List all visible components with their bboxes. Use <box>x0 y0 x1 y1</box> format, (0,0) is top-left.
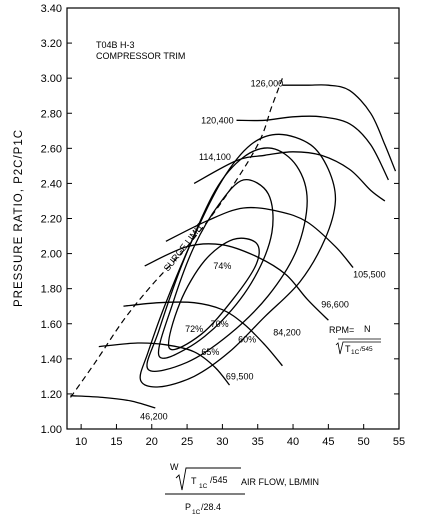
x-formula-p-sub: 1C <box>192 509 201 516</box>
x-tick-label: 25 <box>181 436 193 448</box>
efficiency-label: 65% <box>201 347 219 357</box>
efficiency-label: 60% <box>238 335 256 345</box>
chart-title: T04B H-3 <box>96 40 135 50</box>
efficiency-label: 74% <box>213 261 231 271</box>
x-tick-label: 50 <box>358 436 370 448</box>
x-tick-label: 30 <box>216 436 228 448</box>
rpm-t: T <box>345 344 351 354</box>
efficiency-label: 72% <box>185 324 203 334</box>
y-tick-label: 3.20 <box>41 38 62 50</box>
efficiency-island-65pct <box>146 147 308 372</box>
speed-label: 46,200 <box>140 412 168 422</box>
x-axis-ticks: 10 15 20 25 30 35 40 45 50 55 <box>75 424 405 448</box>
x-formula-p-div: /28.4 <box>201 502 221 512</box>
x-tick-label: 45 <box>322 436 334 448</box>
y-tick-label: 1.40 <box>41 354 62 366</box>
speed-label: 114,100 <box>199 152 231 162</box>
y-tick-label: 1.60 <box>41 319 62 331</box>
speed-line-84200 <box>123 301 283 367</box>
rpm-label: RPM= <box>329 325 354 335</box>
efficiency-label: 70% <box>211 319 229 329</box>
speed-label: 105,500 <box>353 270 386 280</box>
speed-label: 84,200 <box>273 328 301 338</box>
speed-line-120400 <box>236 115 389 181</box>
x-tick-label: 40 <box>287 436 299 448</box>
y-tick-label: 2.20 <box>41 214 62 226</box>
y-tick-label: 1.00 <box>41 424 62 436</box>
y-tick-label: 1.80 <box>41 284 62 296</box>
speed-line-69500 <box>98 342 231 386</box>
x-formula-t-sub: 1C <box>199 483 208 490</box>
speed-label: 69,500 <box>226 371 254 381</box>
surge-limit-label: SURGE LIMIT <box>162 221 206 273</box>
x-formula-t-div: /545 <box>210 475 228 485</box>
y-tick-label: 2.00 <box>41 249 62 261</box>
speed-line-96600 <box>144 243 329 321</box>
x-tick-label: 10 <box>75 436 87 448</box>
speed-label: 126,000 <box>251 78 284 88</box>
chart-labels: 46,200 69,500 84,200 96,600 105,500 114,100 12… <box>140 78 386 421</box>
chart-lines <box>70 77 397 409</box>
speed-label: 96,600 <box>321 299 349 309</box>
x-formula-t: T <box>191 476 197 486</box>
chart-frame <box>66 7 400 430</box>
speed-line-126000 <box>282 84 397 172</box>
x-formula-sqrt-sign <box>175 467 241 491</box>
x-tick-label: 35 <box>252 436 264 448</box>
speed-line-114100 <box>193 151 386 202</box>
efficiency-island-70pct <box>157 179 274 359</box>
y-tick-label: 2.40 <box>41 178 62 190</box>
speed-label: 120,400 <box>201 115 234 125</box>
rpm-t-div: /545 <box>360 346 373 353</box>
rpm-n: N <box>364 324 371 334</box>
rpm-t-sub: 1C <box>351 349 360 356</box>
y-tick-label: 3.00 <box>41 73 62 85</box>
y-axis-ticks: 1.00 1.20 1.40 1.60 1.80 2.00 2.20 2.40 2.60 2.80… <box>41 3 399 436</box>
x-tick-label: 15 <box>110 436 122 448</box>
speed-line-46200 <box>70 395 156 409</box>
x-formula-p: P <box>185 502 191 512</box>
efficiency-island-72pct <box>167 237 260 351</box>
speed-line-105500 <box>165 206 354 269</box>
x-tick-label: 55 <box>393 436 405 448</box>
x-formula-w: W <box>170 462 179 472</box>
y-tick-label: 1.20 <box>41 389 62 401</box>
x-axis-title: AIR FLOW, LB/MIN <box>241 477 319 487</box>
y-tick-label: 2.80 <box>41 108 62 120</box>
chart-subtitle: COMPRESSOR TRIM <box>96 51 185 61</box>
x-tick-label: 20 <box>146 436 158 448</box>
y-tick-label: 2.60 <box>41 143 62 155</box>
y-tick-label: 3.40 <box>41 3 62 15</box>
y-axis-title: PRESSURE RATIO, P2C/P1C <box>13 129 25 307</box>
rpm-sqrt-sign <box>335 341 381 355</box>
